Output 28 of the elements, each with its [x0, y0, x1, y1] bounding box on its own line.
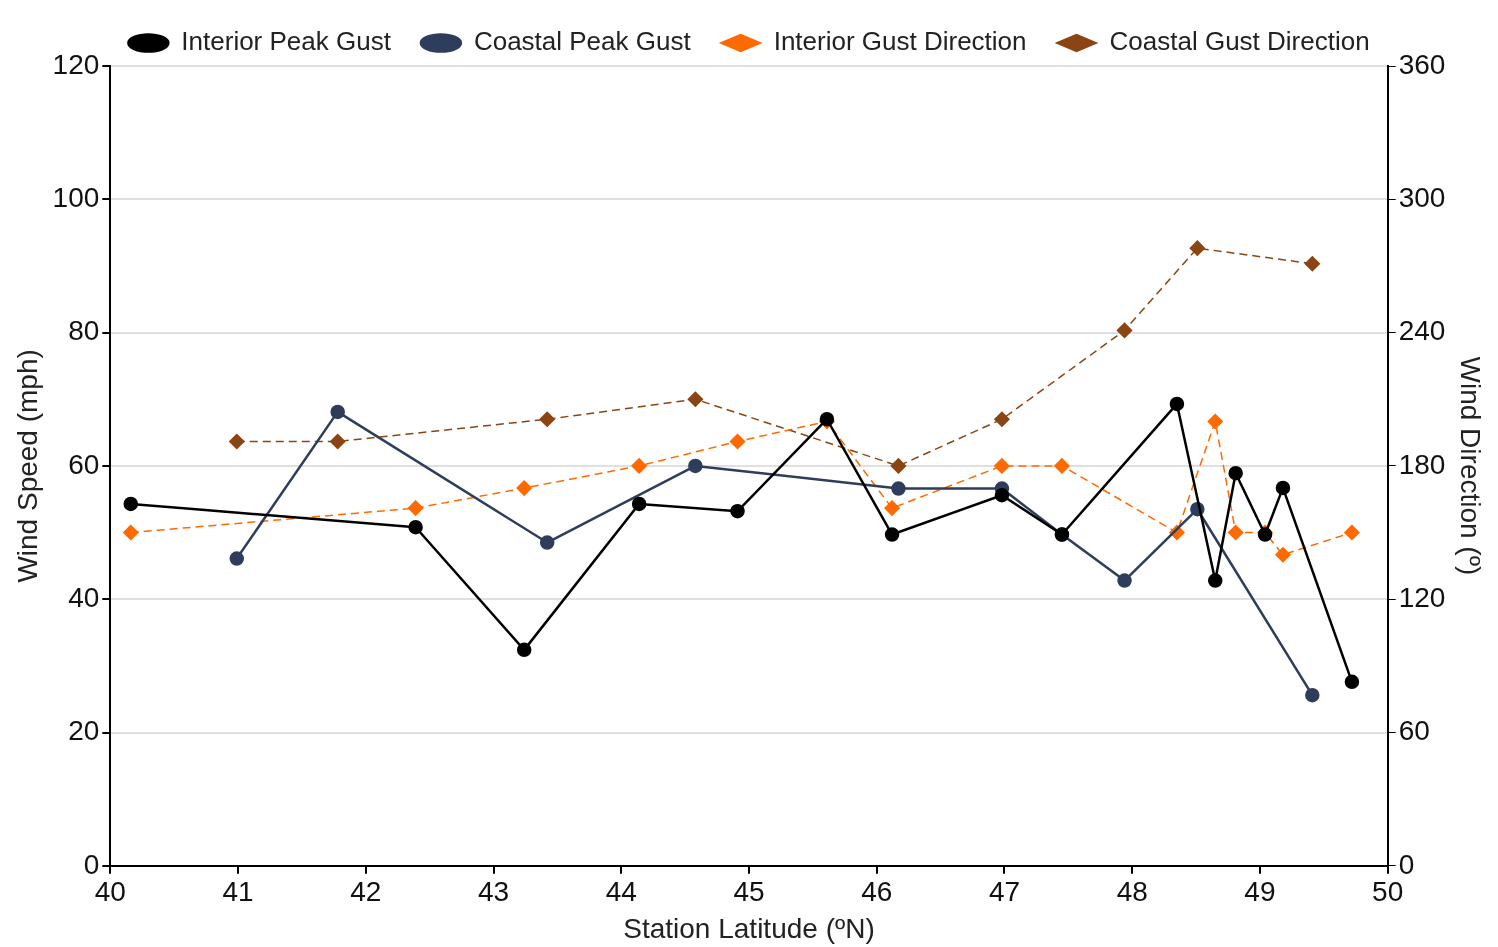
x-tick-label: 44 — [605, 876, 637, 908]
y-axis-title: Wind Speed (mph) — [11, 349, 43, 583]
x-tick-label: 49 — [1244, 876, 1276, 908]
y-tick-label: 80 — [68, 315, 100, 347]
y-tick-label: 20 — [68, 715, 100, 747]
x-tick-label: 48 — [1116, 876, 1148, 908]
x-tick-label: 46 — [861, 876, 893, 908]
x-tick-label: 41 — [222, 876, 254, 908]
x-tick-label: 45 — [733, 876, 765, 908]
y-tick-label: 40 — [68, 581, 100, 613]
legend-label: Coastal Gust Direction — [1109, 26, 1370, 57]
x-tick-label: 47 — [988, 876, 1021, 908]
legend-label: Interior Gust Direction — [773, 26, 1027, 57]
y2-tick-label: 300 — [1398, 182, 1446, 214]
y-tick-label: 100 — [52, 182, 100, 214]
x-tick-label: 43 — [477, 876, 510, 908]
y2-tick-label: 120 — [1398, 581, 1446, 613]
y2-tick-label: 180 — [1398, 448, 1446, 480]
legend-label: Interior Peak Gust — [181, 26, 392, 57]
x-tick-label: 42 — [350, 876, 382, 908]
y2-tick-label: 60 — [1398, 715, 1430, 747]
y2-tick-label: 240 — [1398, 315, 1446, 347]
y2-tick-label: 360 — [1398, 48, 1446, 80]
legend-label: Coastal Peak Gust — [473, 26, 692, 57]
y2-axis-title: Wind Direction (º) — [1455, 356, 1487, 576]
y-tick-label: 60 — [68, 448, 100, 480]
x-axis-title: Station Latitude (ºN) — [623, 912, 875, 944]
y-tick-label: 120 — [52, 48, 100, 80]
